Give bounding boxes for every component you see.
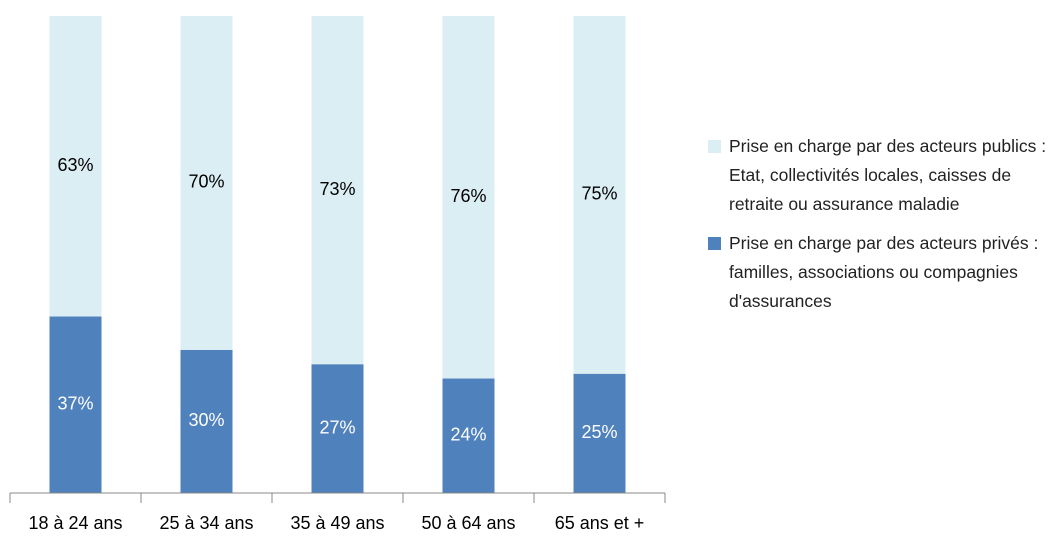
x-tick-label: 65 ans et + [555,513,645,533]
bar-segment [573,16,626,374]
bar-segment [180,16,233,350]
legend-entry: Prise en charge par des acteurs publics … [708,132,1053,219]
bar-segment [311,364,364,493]
legend-swatch [708,140,721,153]
data-label: 27% [319,417,355,437]
legend-swatch [708,237,721,250]
x-tick-label: 25 à 34 ans [159,513,253,533]
x-tick-label: 18 à 24 ans [28,513,122,533]
bar-segment [442,16,495,379]
legend-entry: Prise en charge par des acteurs privés :… [708,229,1053,316]
bar-segment [49,16,102,317]
data-label: 70% [188,172,224,192]
data-label: 24% [450,425,486,445]
bar-segment [442,378,495,493]
data-label: 76% [450,186,486,206]
bar-segment [180,349,233,493]
data-label: 63% [57,155,93,175]
data-label: 73% [319,179,355,199]
legend-label: Prise en charge par des acteurs publics … [729,136,1047,214]
legend-label: Prise en charge par des acteurs privés :… [729,233,1039,311]
data-label: 37% [57,394,93,414]
bar-segment [573,373,626,493]
x-tick-label: 50 à 64 ans [421,513,515,533]
data-label: 30% [188,410,224,430]
data-label: 25% [581,422,617,442]
chart: 37% 63% 18 à 24 ans 30% 70% 25 à 34 ans 27% 73%… [9,16,666,533]
bar-segment [311,16,364,365]
data-label: 75% [581,184,617,204]
legend: Prise en charge par des acteurs publics … [708,132,1053,326]
bar-segment [49,316,102,493]
x-tick-label: 35 à 49 ans [290,513,384,533]
